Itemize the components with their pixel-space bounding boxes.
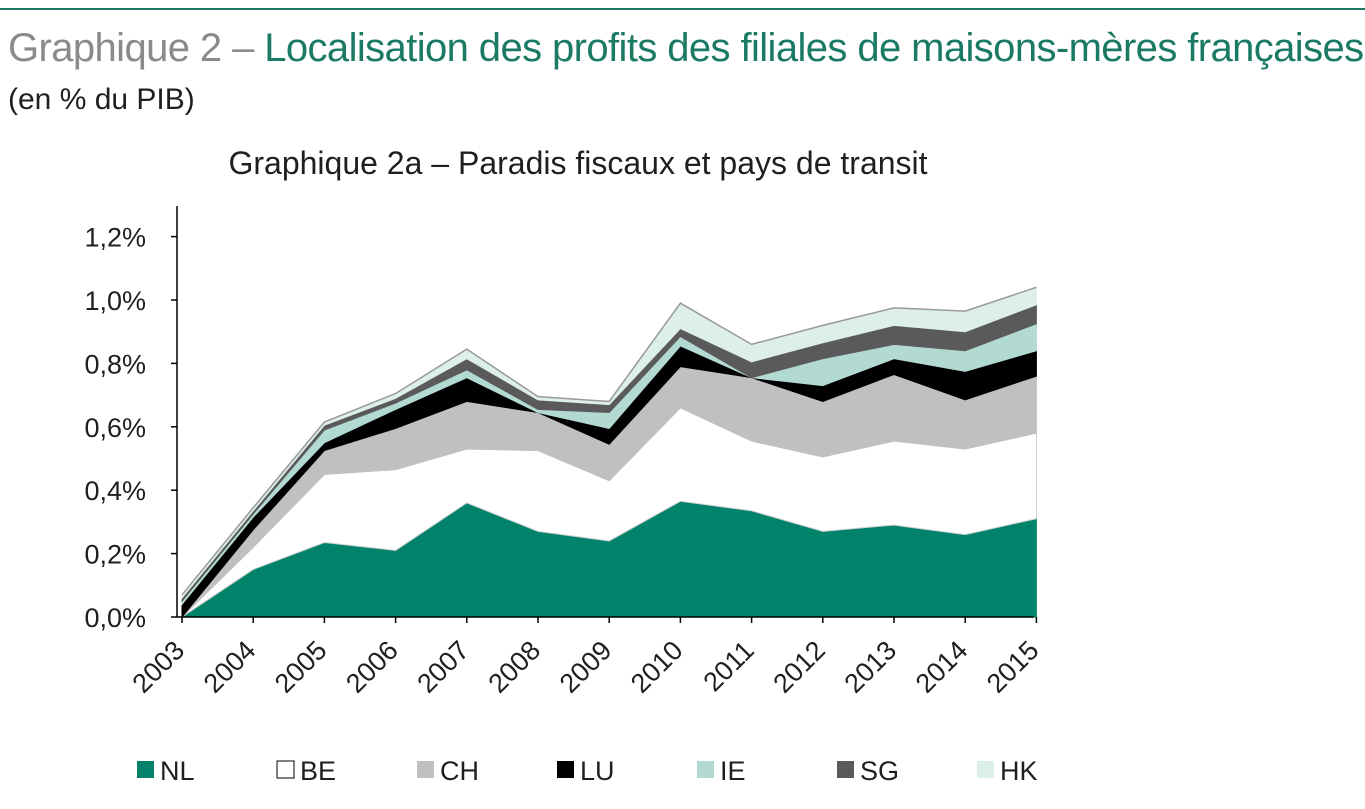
x-tick-label: 2006 [340,635,404,699]
x-tick-label: 2008 [483,635,547,699]
chart-legend: NL BE CH LU IE SG HK [137,756,1038,786]
legend-swatch-lu [557,761,574,778]
legend-swatch-ie [697,761,714,778]
legend-label-sg: SG [860,756,899,786]
y-tick-label: 0,6% [84,413,146,443]
page-title-prefix: Graphique 2 – [8,26,265,70]
x-tick-label: 2009 [554,635,618,699]
x-tick-label: 2015 [981,635,1045,699]
legend-label-ie: IE [720,756,746,786]
y-tick-label: 1,2% [84,223,146,253]
legend-label-be: BE [300,756,336,786]
x-tick-label: 2012 [767,635,831,699]
y-tick-label: 1,0% [84,286,146,316]
y-tick-label: 0,4% [84,476,146,506]
y-tick-label: 0,0% [84,603,146,633]
x-tick-label: 2004 [198,635,262,699]
x-tick-label: 2010 [625,635,689,699]
legend-swatch-nl [137,761,154,778]
x-tick-label: 2011 [698,635,760,697]
legend-swatch-sg [837,761,854,778]
y-tick-label: 0,2% [84,540,146,570]
x-tick-label: 2014 [910,635,974,699]
page-title: Graphique 2 – Localisation des profits d… [8,22,1364,74]
x-tick-label: 2003 [127,635,191,699]
x-tick-label: 2007 [411,635,475,699]
legend-swatch-ch [417,761,434,778]
chart-title: Graphique 2a – Paradis fiscaux et pays d… [228,145,927,181]
legend-swatch-hk [977,761,994,778]
x-tick-label: 2005 [269,635,333,699]
legend-label-nl: NL [160,756,195,786]
x-tick-label: 2013 [839,635,903,699]
legend-label-hk: HK [1000,756,1038,786]
page-subtitle: (en % du PIB) [8,83,195,116]
legend-label-ch: CH [440,756,479,786]
chart-areas [180,286,1037,619]
stack-top-line [181,286,1037,596]
top-rule [0,8,1365,10]
legend-swatch-be [276,760,295,779]
legend-label-lu: LU [580,756,615,786]
y-tick-label: 0,8% [84,349,146,379]
page-title-main: Localisation des profits des filiales de… [264,26,1364,70]
